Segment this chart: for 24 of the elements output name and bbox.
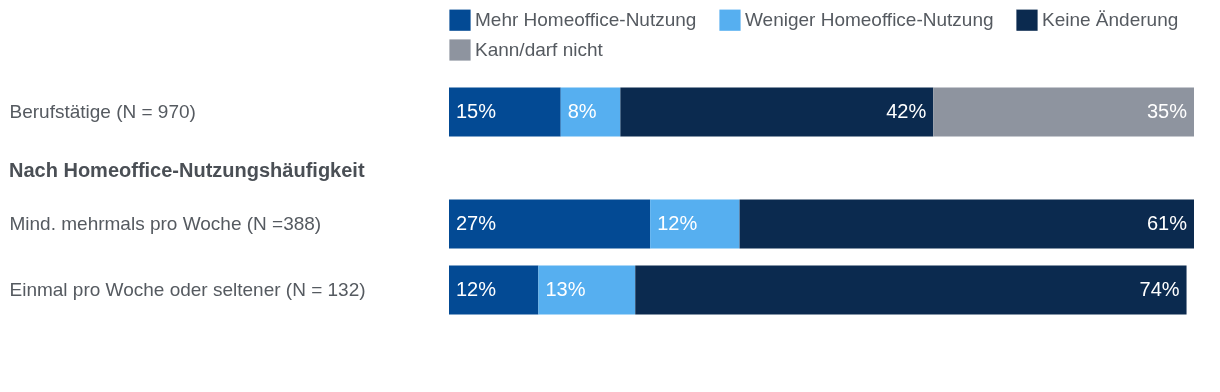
legend-label: Weniger Homeoffice-Nutzung <box>745 9 994 31</box>
data-label: 74% <box>1139 278 1180 300</box>
bar <box>449 265 539 315</box>
y-tick-label: Mind. mehrmals pro Woche (N =388) <box>9 213 322 234</box>
legend-label: Keine Änderung <box>1042 9 1179 31</box>
y-tick-label: Berufstätige (N = 970) <box>9 101 196 122</box>
data-label: 15% <box>456 100 497 122</box>
bar <box>449 87 561 137</box>
text: Nach Homeoffice-Nutzungshäufigkeit <box>9 159 365 181</box>
data-label: 27% <box>456 212 497 234</box>
data-label: 13% <box>545 278 586 300</box>
bar <box>635 265 1187 315</box>
bar <box>538 265 636 315</box>
data-label: 12% <box>456 278 497 300</box>
data-label: 8% <box>567 100 597 122</box>
data-label: 61% <box>1146 212 1188 234</box>
legend-label: Kann/darf nicht <box>475 39 604 60</box>
y-tick-label: Einmal pro Woche oder seltener (N = 132) <box>9 279 366 300</box>
bar <box>620 87 934 137</box>
legend-label: Mehr Homeoffice-Nutzung <box>475 9 697 31</box>
data-label: 12% <box>657 212 698 234</box>
bar <box>933 87 1194 137</box>
data-label: 35% <box>1146 100 1188 122</box>
data-label: 42% <box>886 100 927 122</box>
